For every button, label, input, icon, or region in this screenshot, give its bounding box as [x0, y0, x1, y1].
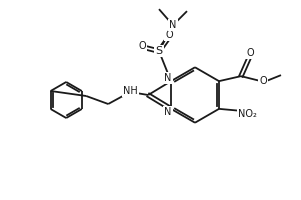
Text: NH: NH	[123, 86, 138, 96]
Text: O: O	[165, 30, 173, 40]
Text: NO₂: NO₂	[237, 109, 256, 119]
Text: O: O	[259, 76, 267, 86]
Text: N: N	[169, 20, 177, 30]
Text: S: S	[155, 46, 163, 56]
Text: O: O	[246, 48, 254, 58]
Text: N: N	[164, 107, 172, 117]
Text: N: N	[164, 73, 172, 83]
Text: O: O	[138, 41, 146, 51]
